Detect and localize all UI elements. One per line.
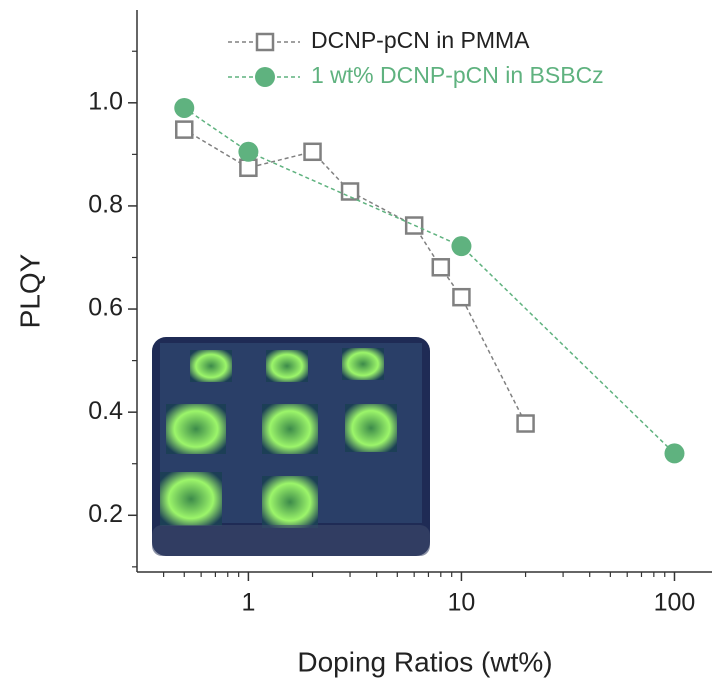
legend-text: DCNP-pCN in PMMA xyxy=(311,27,530,53)
legend-marker xyxy=(255,67,275,87)
inset-photo xyxy=(152,337,430,556)
x-tick-label: 1 xyxy=(241,589,255,617)
data-point xyxy=(174,97,195,118)
data-point xyxy=(238,141,259,162)
data-point xyxy=(451,236,472,257)
x-axis-label: Doping Ratios (wt%) xyxy=(297,646,552,677)
y-tick-label: 0.2 xyxy=(88,500,123,528)
legend-text: 1 wt% DCNP-pCN in BSBCz xyxy=(311,62,604,88)
legend-marker xyxy=(255,32,275,52)
data-point xyxy=(452,287,471,307)
y-axis-label: PLQY xyxy=(14,253,45,328)
data-point xyxy=(175,120,194,139)
y-tick-label: 1.0 xyxy=(88,87,123,115)
x-tick-label: 100 xyxy=(654,589,696,617)
series-line xyxy=(183,128,527,424)
series-line xyxy=(183,107,676,454)
data-point xyxy=(340,182,360,201)
data-point xyxy=(431,258,451,277)
data-point xyxy=(664,443,685,464)
y-tick-label: 0.8 xyxy=(88,191,123,219)
y-tick-label: 0.4 xyxy=(88,397,123,425)
y-tick-label: 0.6 xyxy=(88,294,123,322)
data-point xyxy=(516,414,535,433)
data-point xyxy=(303,142,322,162)
data-point xyxy=(239,158,258,178)
x-tick-label: 10 xyxy=(448,589,476,617)
